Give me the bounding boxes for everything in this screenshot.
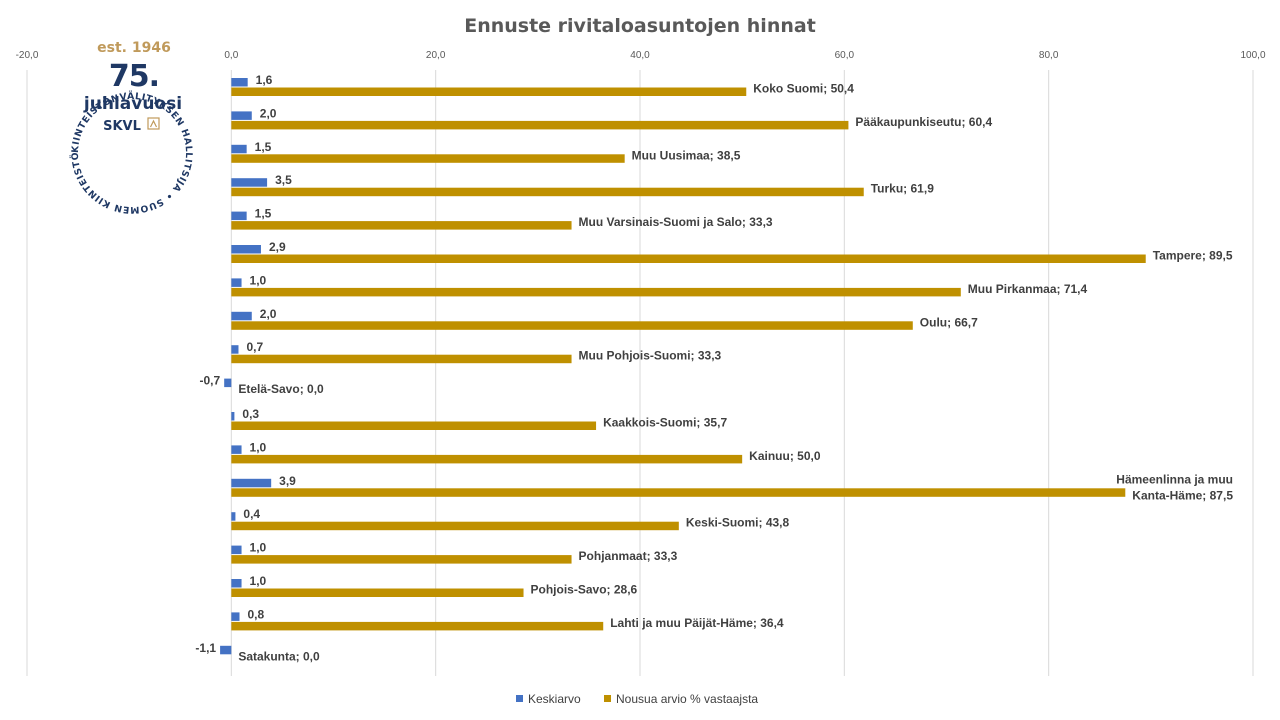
- data-label-keskiarvo: 0,4: [243, 507, 260, 521]
- data-label-nousua: Kainuu; 50,0: [749, 449, 821, 463]
- bar-nousua: [231, 87, 747, 96]
- legend: Keskiarvo Nousua arvio % vastaajsta: [516, 692, 758, 706]
- bar-nousua: [231, 187, 864, 197]
- data-label-nousua: Oulu; 66,7: [920, 315, 978, 329]
- logo-est-text: est. 1946: [97, 40, 171, 56]
- data-label-keskiarvo: 2,0: [260, 307, 277, 321]
- data-label-nousua: Hämeenlinna ja muu: [1116, 472, 1233, 486]
- x-tick-label: 80,0: [1039, 50, 1059, 61]
- data-label-nousua: Tampere; 89,5: [1153, 249, 1233, 263]
- bar-keskiarvo: [231, 412, 235, 421]
- bar-keskiarvo: [231, 579, 242, 588]
- bar-nousua: [231, 621, 604, 631]
- data-label-nousua: Turku; 61,9: [871, 182, 934, 196]
- x-tick-label: 60,0: [835, 50, 855, 61]
- x-tick-label: -20,0: [16, 50, 39, 61]
- data-label-keskiarvo: -1,1: [195, 641, 216, 655]
- data-label-keskiarvo: 0,8: [248, 607, 265, 621]
- bar-keskiarvo: [231, 245, 261, 254]
- data-label-nousua: Koko Suomi; 50,4: [753, 82, 854, 96]
- bar-nousua: [231, 254, 1146, 263]
- legend-swatch-nousua: [604, 695, 611, 702]
- data-label-keskiarvo: 1,5: [255, 140, 272, 154]
- data-label-nousua: Pohjanmaat; 33,3: [579, 549, 678, 563]
- bar-keskiarvo: [231, 612, 240, 621]
- data-label-nousua: Keski-Suomi; 43,8: [686, 516, 790, 530]
- data-label-nousua: Kaakkois-Suomi; 35,7: [603, 416, 727, 430]
- legend-label-nousua: Nousua arvio % vastaajsta: [616, 692, 758, 706]
- bar-keskiarvo: [231, 478, 272, 488]
- x-tick-label: 40,0: [630, 50, 650, 61]
- x-tick-label: 20,0: [426, 50, 446, 61]
- logo-number-text: 75.: [109, 59, 159, 94]
- data-label-keskiarvo: -0,7: [199, 374, 220, 388]
- data-label-nousua: Lahti ja muu Päijät-Häme; 36,4: [610, 616, 784, 630]
- data-label-keskiarvo: 0,3: [242, 407, 259, 421]
- data-label-nousua: Muu Uusimaa; 38,5: [632, 148, 741, 162]
- bar-nousua: [231, 354, 572, 364]
- legend-label-keskiarvo: Keskiarvo: [528, 692, 581, 706]
- bar-keskiarvo: [231, 445, 242, 454]
- data-label-nousua: Pohjois-Savo; 28,6: [531, 583, 638, 597]
- bar-keskiarvo: [231, 512, 236, 521]
- data-label-keskiarvo: 3,5: [275, 173, 292, 187]
- bar-keskiarvo: [231, 345, 239, 354]
- data-label-nousua: Muu Pohjois-Suomi; 33,3: [579, 349, 722, 363]
- bar-nousua: [231, 120, 849, 130]
- bar-nousua: [231, 488, 1126, 497]
- logo-house-icon: [147, 117, 160, 130]
- logo-word-text: juhlavuosi: [83, 94, 182, 114]
- bar-nousua: [231, 454, 743, 464]
- bar-nousua: [231, 555, 572, 564]
- data-label-keskiarvo: 2,0: [260, 106, 277, 120]
- bar-layer: [220, 78, 1146, 655]
- data-label-keskiarvo: 1,0: [250, 574, 267, 588]
- data-label-keskiarvo: 1,0: [250, 541, 267, 555]
- data-label-nousua: Muu Pirkanmaa; 71,4: [968, 282, 1088, 296]
- bar-keskiarvo: [231, 144, 247, 154]
- bar-keskiarvo: [231, 178, 268, 187]
- data-label-keskiarvo: 3,9: [279, 474, 296, 488]
- data-label-nousua: Etelä-Savo; 0,0: [238, 382, 324, 396]
- bar-nousua: [231, 287, 961, 297]
- data-label-keskiarvo: 1,5: [255, 207, 272, 221]
- data-label-nousua: Satakunta; 0,0: [238, 649, 320, 663]
- logo-brand-text: SKVL: [103, 119, 141, 134]
- data-label-keskiarvo: 0,7: [246, 340, 263, 354]
- data-label-keskiarvo: 1,6: [256, 73, 273, 87]
- bar-nousua: [231, 521, 679, 531]
- bar-nousua: [231, 421, 597, 430]
- grid-layer: -20,0 0,0 20,0 40,0 60,0 80,0 100,0: [16, 50, 1266, 676]
- bar-nousua: [231, 321, 913, 330]
- bar-keskiarvo: [231, 311, 252, 321]
- label-layer: 1,6 Koko Suomi; 50,4 2,0 Pääkaupunkiseutu; …: [195, 73, 1233, 663]
- bar-nousua: [231, 588, 524, 597]
- data-label-nousua: Muu Varsinais-Suomi ja Salo; 33,3: [579, 215, 773, 229]
- bar-keskiarvo: [231, 78, 248, 87]
- bar-keskiarvo: [220, 645, 232, 655]
- bar-keskiarvo: [231, 545, 242, 555]
- legend-swatch-keskiarvo: [516, 695, 523, 702]
- data-label-nousua: Kanta-Häme; 87,5: [1132, 488, 1233, 502]
- x-tick-label: 100,0: [1240, 50, 1265, 61]
- bar-keskiarvo: [231, 278, 242, 287]
- data-label-keskiarvo: 1,0: [250, 273, 267, 287]
- bar-keskiarvo: [231, 211, 247, 221]
- data-label-keskiarvo: 2,9: [269, 240, 286, 254]
- bar-nousua: [231, 221, 572, 230]
- bar-keskiarvo: [231, 111, 252, 120]
- data-label-nousua: Pääkaupunkiseutu; 60,4: [855, 115, 992, 129]
- x-tick-label: 0,0: [224, 50, 238, 61]
- skvl-logo: KIINTEISTÖNVÄLITYKSEN HALLITSIJA • SUOME…: [0, 0, 198, 215]
- data-label-keskiarvo: 1,0: [250, 440, 267, 454]
- logo-roof-icon: [149, 119, 158, 128]
- bar-keskiarvo: [224, 378, 232, 388]
- chart-title: Ennuste rivitaloasuntojen hinnat: [464, 15, 816, 37]
- bar-nousua: [231, 154, 625, 163]
